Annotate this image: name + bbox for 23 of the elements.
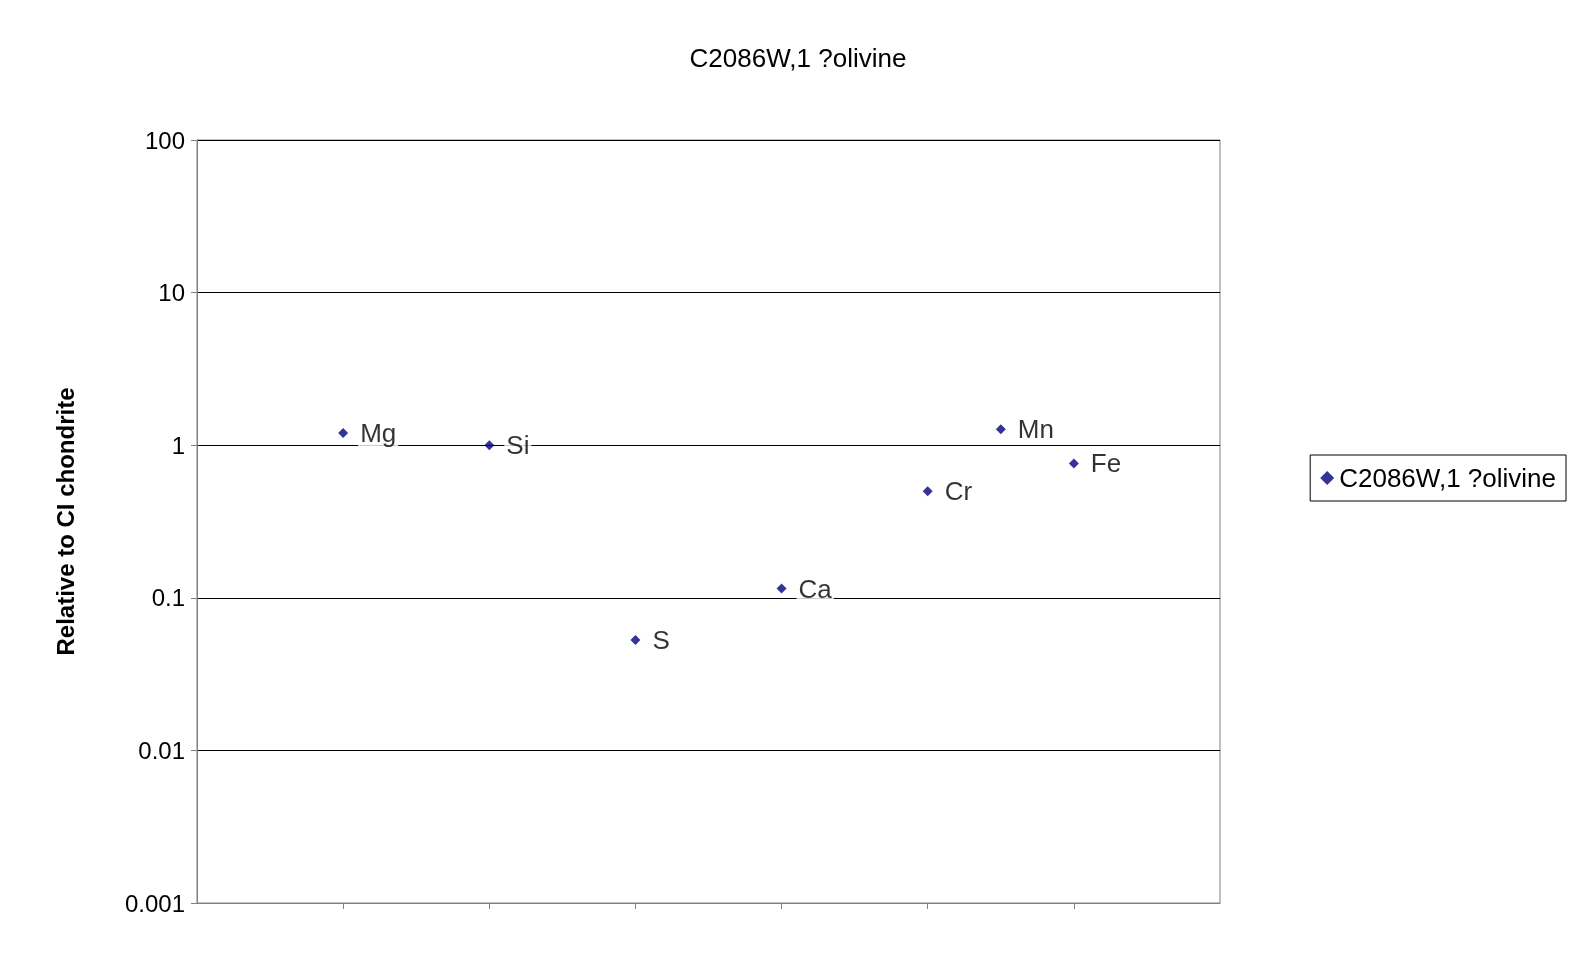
point [1068, 458, 1079, 469]
annotation: Fe [1090, 448, 1122, 479]
annotation: S [652, 624, 670, 655]
legend-label: C2086W,1 ?olivine [1339, 463, 1557, 493]
point [338, 428, 349, 439]
point [995, 424, 1006, 435]
annotation: Mn [1017, 414, 1054, 445]
y-tick-label: 0.01 [138, 736, 185, 764]
point [922, 486, 933, 497]
y-tick-label: 0.1 [151, 584, 185, 612]
y-axis-title: Relative to CI chondrite [51, 387, 79, 656]
point [484, 440, 495, 451]
annotation: Mg [360, 418, 397, 449]
y-tick-label: 100 [144, 126, 185, 154]
point [630, 634, 641, 645]
annotation: Cr [944, 476, 973, 507]
annotation: Ca [798, 573, 833, 604]
point [776, 583, 787, 594]
y-tick-label: 0.001 [124, 889, 185, 917]
chart-title: C2086W,1 ?olivine [689, 43, 907, 73]
y-tick-label: 1 [171, 431, 185, 459]
y-tick-label: 10 [158, 279, 185, 307]
annotation: Si [506, 430, 530, 461]
